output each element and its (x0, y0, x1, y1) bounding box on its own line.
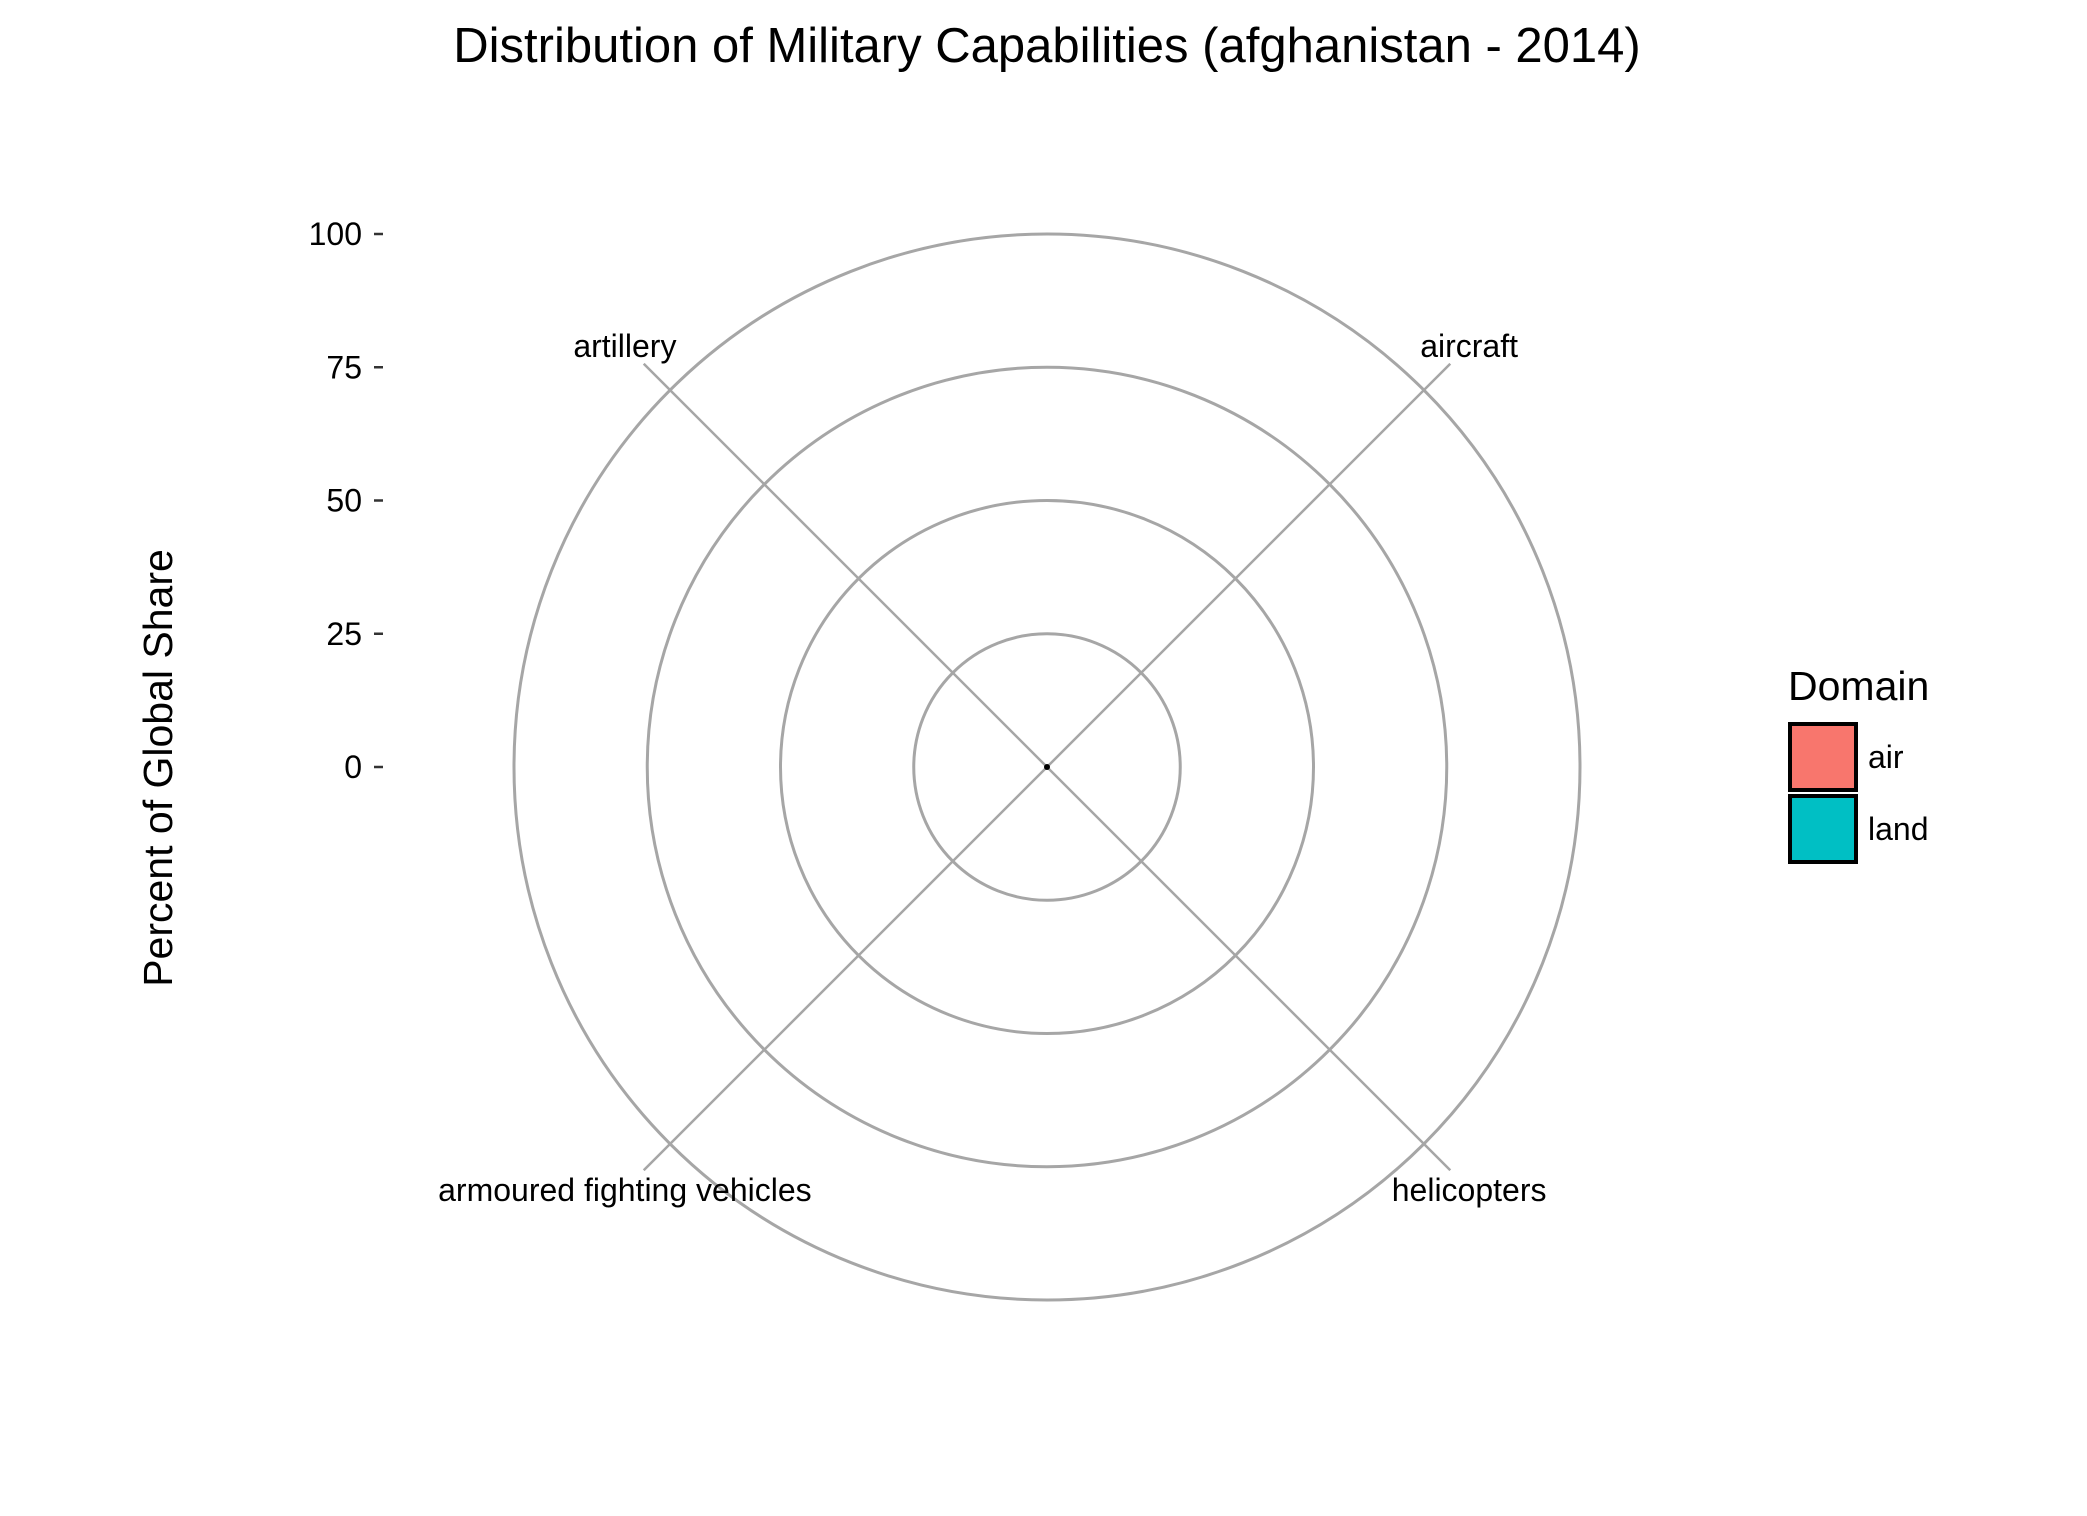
category-label-helicopters: helicopters (1392, 1172, 1547, 1208)
grid-circle-4 (512, 232, 1582, 1302)
legend-title: Domain (1788, 663, 1929, 709)
category-label-armoured-fighting-vehicles: armoured fighting vehicles (438, 1172, 812, 1208)
grid-spoke-3 (642, 362, 1048, 768)
category-label-artillery: artillery (573, 328, 676, 364)
legend-swatch-land (1788, 794, 1858, 864)
chart-title: Distribution of Military Capabilities (a… (453, 19, 1640, 73)
grid-circle-2 (779, 499, 1315, 1035)
y-tick-label-1: 25 (326, 616, 362, 652)
grid-spoke-1 (1046, 766, 1452, 1172)
bars (1044, 764, 1050, 770)
category-label-aircraft: aircraft (1420, 328, 1518, 364)
center-point (1044, 764, 1050, 770)
y-tick-label-2: 50 (326, 483, 362, 519)
y-tick-label-0: 0 (344, 749, 362, 785)
legend-swatch-air (1788, 722, 1858, 792)
polar-grid (512, 232, 1582, 1302)
category-labels: aircraft helicopters armoured fighting veh… (438, 328, 1546, 1208)
y-tick-label-3: 75 (326, 349, 362, 385)
grid-circle-1 (912, 632, 1182, 902)
y-axis: 0 25 50 75 100 (309, 216, 383, 785)
grid-circle-3 (645, 365, 1449, 1169)
y-axis-label: Percent of Global Share (135, 549, 181, 987)
legend-label-air: air (1868, 739, 1904, 775)
legend: Domain air land (1788, 663, 1929, 864)
grid-spoke-0 (1046, 362, 1452, 768)
grid-spoke-2 (642, 766, 1048, 1172)
legend-label-land: land (1868, 811, 1929, 847)
y-tick-label-4: 100 (309, 216, 362, 252)
